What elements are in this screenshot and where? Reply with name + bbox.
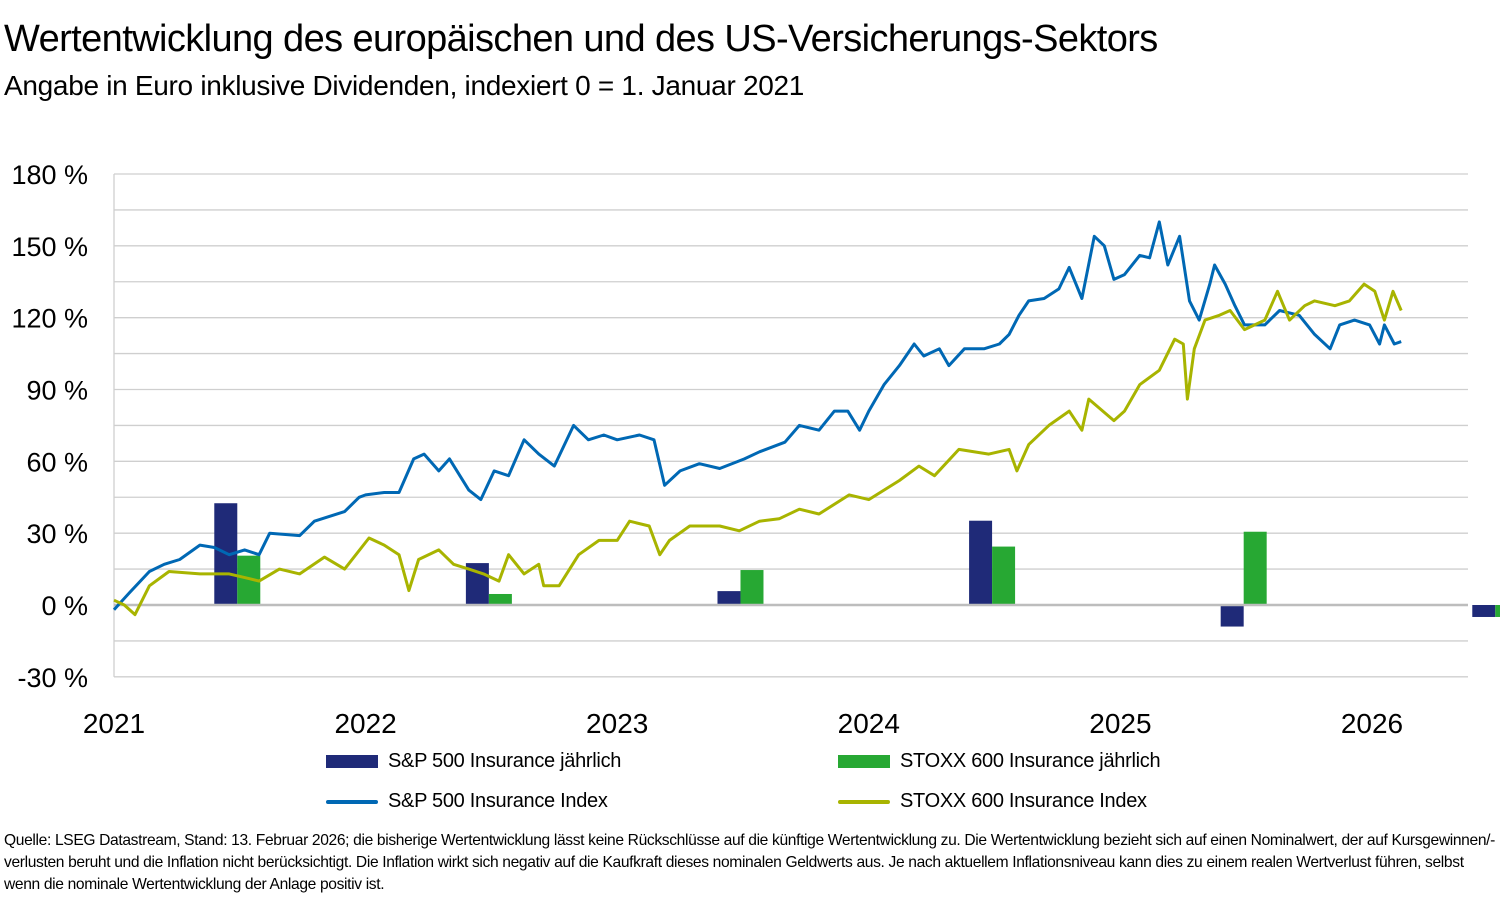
x-tick-label: 2025 [1089,708,1151,739]
chart-subtitle: Angabe in Euro inklusive Dividenden, ind… [4,70,805,101]
legend-swatch [326,755,378,768]
y-tick-label: -30 % [17,663,88,693]
bar-sp500-2024 [969,520,993,605]
legend-sp500-index: S&P 500 Insurance Index [326,790,608,813]
y-tick-label: 0 % [41,591,88,621]
source-footnote: Quelle: LSEG Datastream, Stand: 13. Febr… [4,832,1495,893]
legend-sp500-annual: S&P 500 Insurance jährlich [326,750,621,773]
y-tick-label: 30 % [26,519,88,549]
bar-stoxx600-2023 [740,570,764,605]
bar-stoxx600-2021 [237,555,261,605]
legend-label: S&P 500 Insurance Index [388,790,608,812]
y-tick-label: 180 % [11,160,88,190]
legend-stoxx600-annual: STOXX 600 Insurance jährlich [838,750,1161,773]
bar-stoxx600-2026 [1495,605,1500,617]
y-tick-label: 150 % [11,232,88,262]
legend-label: S&P 500 Insurance jährlich [388,750,622,772]
bar-sp500-2023 [717,591,741,605]
bar-stoxx600-2025 [1243,531,1267,605]
bar-sp500-2025 [1220,605,1244,627]
bar-stoxx600-2024 [992,546,1016,605]
x-tick-label: 2022 [334,708,396,739]
legend-swatch [838,755,890,768]
x-tick-label: 2023 [586,708,648,739]
legend-swatch [838,799,890,804]
x-tick-label: 2024 [838,708,900,739]
x-tick-label: 2021 [83,708,145,739]
sp500-index-line [112,220,1402,611]
y-tick-label: 60 % [26,447,88,477]
legend-swatch [326,799,378,804]
legend-label: STOXX 600 Insurance jährlich [900,750,1161,772]
bar-sp500-2026 [1472,605,1496,617]
stoxx600-index-line [113,282,1403,617]
y-tick-label: 90 % [26,376,88,406]
x-tick-label: 2026 [1341,708,1403,739]
y-tick-label: 120 % [11,304,88,334]
legend-label: STOXX 600 Insurance Index [900,790,1147,812]
chart-title: Wertentwicklung des europäischen und des… [4,18,1158,60]
legend-stoxx600-index: STOXX 600 Insurance Index [838,790,1147,813]
bar-stoxx600-2022 [488,593,512,605]
